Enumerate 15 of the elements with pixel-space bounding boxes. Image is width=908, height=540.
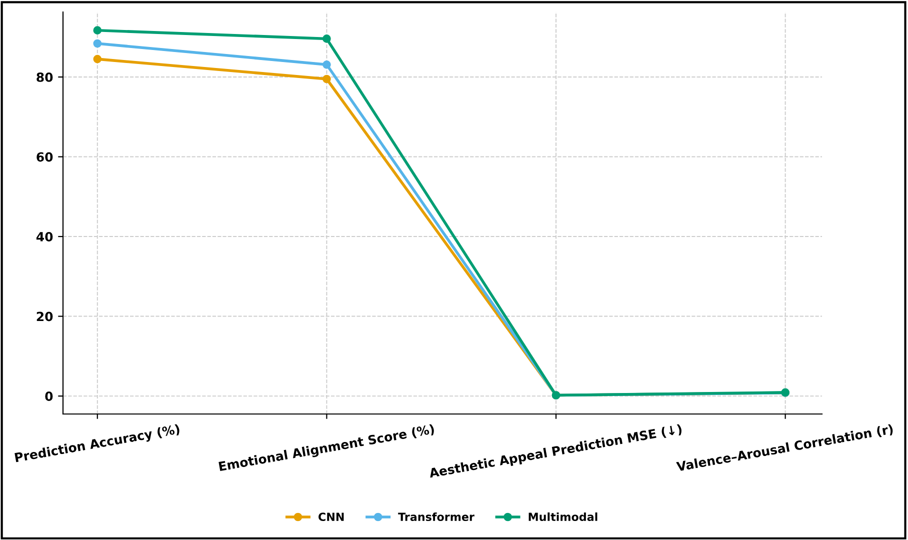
point [322,74,331,84]
point [322,60,331,69]
y-tick-label: 80 [36,72,53,82]
x-tick-label: Prediction Accuracy (%) [14,424,180,465]
y-tick-label: 60 [36,152,53,162]
y-tick-label: 40 [36,232,53,242]
y-tick-label: 20 [36,312,53,322]
legend-label: Transformer [398,512,474,522]
point [322,34,331,43]
point [93,54,102,64]
legend-label: CNN [318,512,344,522]
legend-label: Multimodal [528,512,598,522]
y-tick-label: 0 [45,392,53,401]
point [93,26,102,35]
point [93,39,102,48]
